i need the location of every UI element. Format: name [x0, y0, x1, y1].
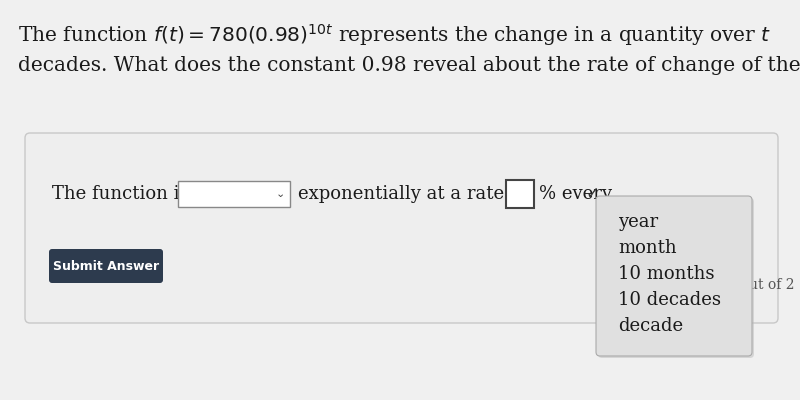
Text: 10 months: 10 months — [618, 265, 714, 283]
Text: exponentially at a rate of: exponentially at a rate of — [298, 185, 527, 203]
Text: The function $f(t) = 780(0.98)^{10t}$ represents the change in a quantity over $: The function $f(t) = 780(0.98)^{10t}$ re… — [18, 22, 771, 48]
FancyBboxPatch shape — [178, 181, 290, 207]
FancyBboxPatch shape — [598, 198, 754, 358]
Text: decades. What does the constant 0.98 reveal about the rate of change of the quan: decades. What does the constant 0.98 rev… — [18, 56, 800, 75]
FancyBboxPatch shape — [49, 249, 163, 283]
Text: % every: % every — [539, 185, 612, 203]
Text: ✓: ✓ — [586, 185, 600, 203]
Text: year: year — [618, 213, 658, 231]
Text: The function is: The function is — [52, 185, 189, 203]
Text: 10 decades: 10 decades — [618, 291, 721, 309]
FancyBboxPatch shape — [25, 133, 778, 323]
FancyBboxPatch shape — [506, 180, 534, 208]
Text: ⌄: ⌄ — [275, 189, 285, 199]
Text: month: month — [618, 239, 677, 257]
Text: ut of 2: ut of 2 — [749, 278, 794, 292]
FancyBboxPatch shape — [596, 196, 752, 356]
Text: Submit Answer: Submit Answer — [53, 260, 159, 272]
Text: decade: decade — [618, 317, 683, 335]
